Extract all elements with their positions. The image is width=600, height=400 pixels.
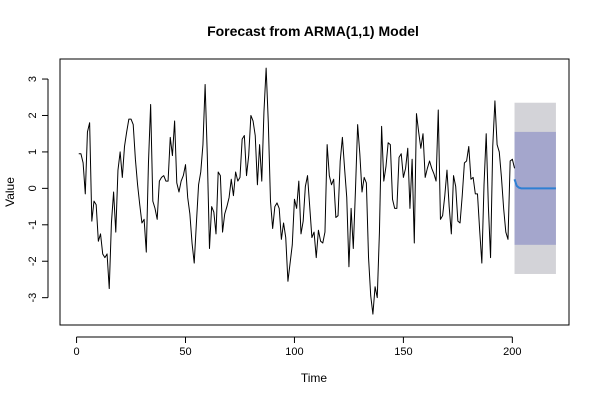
y-axis-label: Value <box>3 177 17 207</box>
plot-frame <box>59 58 570 326</box>
x-tick-label: 200 <box>503 346 521 358</box>
x-axis-label: Time <box>301 371 328 385</box>
observed-series-line <box>78 67 516 315</box>
chart-title: Forecast from ARMA(1,1) Model <box>207 23 419 39</box>
y-tick-label: -1 <box>27 220 39 230</box>
x-tick-label: 150 <box>394 346 412 358</box>
y-tick-label: 3 <box>27 76 39 82</box>
series-lines <box>78 67 556 315</box>
y-tick-label: 0 <box>27 185 39 191</box>
y-tick-label: -2 <box>27 256 39 266</box>
y-tick-label: -3 <box>27 293 39 303</box>
y-axis: -3 -2 -1 0 1 2 3 <box>27 76 49 303</box>
x-axis: 0 50 100 150 200 <box>73 336 522 358</box>
y-tick-label: 2 <box>27 112 39 118</box>
x-tick-label: 100 <box>285 346 303 358</box>
x-tick-label: 50 <box>179 346 191 358</box>
forecast-mean-line <box>513 178 556 190</box>
x-tick-label: 0 <box>73 346 79 358</box>
y-tick-label: 1 <box>27 149 39 155</box>
